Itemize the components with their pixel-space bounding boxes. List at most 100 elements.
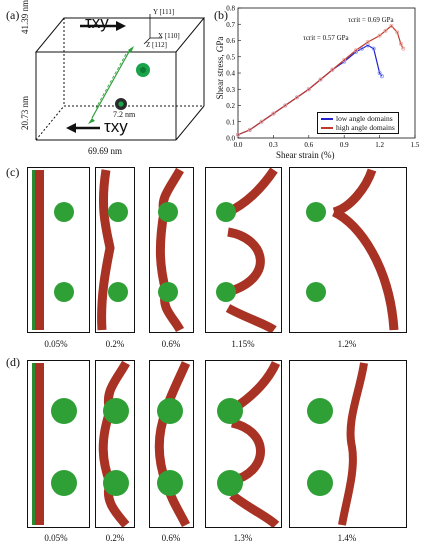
dislocation-line: [91, 49, 131, 119]
snapshot-c-2: [95, 167, 135, 333]
precipitate-bottom: [306, 282, 326, 302]
precipitate-top: [307, 398, 333, 424]
simulation-box-diagram: [34, 14, 206, 141]
data-point-low: [359, 46, 364, 51]
precipitate-top: [51, 398, 77, 424]
dislocation-bowed: [98, 360, 130, 528]
x-axis-label: X [110]: [158, 32, 180, 40]
snapshot-c-1: [27, 167, 90, 333]
dislocation-edge: [32, 170, 35, 330]
annotation-high: τcrit = 0.69 GPa: [348, 16, 394, 24]
strain-label-d-5: 1.4%: [337, 533, 357, 543]
snapshot-d-3: [149, 360, 194, 528]
data-point-high: [354, 48, 358, 53]
tau-bottom-arrowhead: [66, 123, 76, 133]
dislocation-arc-lower: [331, 207, 399, 331]
snapshot-d-5: [289, 360, 407, 528]
precipitate-top: [54, 202, 74, 222]
precipitate-top: [216, 202, 236, 222]
y-tick-label: 0.1: [226, 118, 235, 126]
strain-label-c-4: 1.15%: [231, 339, 255, 349]
precipitate-top: [157, 398, 183, 424]
tau-top-arrowhead: [116, 21, 126, 31]
data-point-high: [318, 77, 323, 82]
dislocation-arrowhead-bottom: [88, 118, 95, 124]
panel-c-label: (c): [6, 165, 20, 179]
y-tick-label: 0.0: [226, 135, 235, 143]
precipitate-back-core: [140, 67, 146, 73]
precipitate-bottom: [103, 470, 129, 496]
data-point-high: [306, 87, 311, 92]
dislocation-wavy: [338, 362, 368, 526]
dislocation-bowed: [154, 361, 191, 528]
data-point-high: [236, 132, 240, 137]
data-point-high: [398, 41, 403, 46]
chart-legend: low angle domains high angle domains: [317, 112, 399, 134]
dislocation-arc-bottom: [229, 491, 280, 529]
strain-label-c-5: 1.2%: [337, 339, 357, 349]
data-point-low: [380, 74, 384, 79]
tau-bottom-label: τxy: [104, 117, 128, 136]
dislocation-arc-middle: [226, 227, 265, 297]
precipitate-bottom: [108, 282, 128, 302]
dislocation-arc-bottom: [225, 304, 277, 334]
data-point-high: [330, 67, 335, 72]
strain-label-c-2: 0.2%: [105, 339, 125, 349]
panel-a-label: (a): [6, 8, 20, 22]
snapshot-c-3: [149, 167, 194, 333]
data-point-high: [283, 103, 288, 108]
y-tick-label: 0.8: [226, 5, 235, 13]
data-point-low: [377, 71, 382, 75]
y-axis-label: Y [111]: [153, 8, 175, 16]
diameter-label: 7.2 nm: [113, 110, 136, 119]
depth-label: 41.39 nm: [20, 0, 30, 34]
snapshot-d-4: [205, 360, 282, 529]
width-label: 69.69 nm: [88, 146, 123, 156]
precipitate-bottom: [307, 470, 333, 496]
precipitate-top: [158, 202, 178, 222]
data-point-high: [401, 46, 406, 51]
x-tick-label: 1.2: [375, 141, 384, 149]
height-label: 20.73 nm: [20, 95, 30, 130]
dislocation-bowed: [155, 167, 185, 333]
y-tick-label: 0.2: [226, 102, 235, 110]
dislocation-bowed: [97, 169, 115, 331]
strain-label-c-1: 0.05%: [44, 339, 68, 349]
precipitate-bottom: [216, 282, 236, 302]
data-point-high: [295, 95, 299, 100]
data-point-high: [395, 30, 400, 35]
y-tick-label: 0.6: [226, 37, 235, 45]
x-tick-label: 0.6: [304, 141, 313, 149]
precipitate-bottom: [157, 470, 183, 496]
z-axis-label: Z [112]: [146, 41, 167, 49]
tau-top-label: τxy: [85, 13, 109, 32]
x-tick-label: 1.5: [411, 141, 420, 149]
precipitate-bottom: [51, 470, 77, 496]
dislocation-arc-top: [226, 167, 278, 217]
data-point-low: [371, 46, 376, 51]
data-point-high: [383, 28, 388, 33]
precipitate-top: [217, 398, 243, 424]
data-point-high: [342, 58, 347, 62]
data-point-high: [377, 33, 382, 38]
precipitate-front-core: [118, 101, 124, 107]
box-bottom-right-edge: [175, 105, 205, 141]
data-point-high: [365, 40, 370, 45]
precipitate-bottom: [217, 470, 243, 496]
data-point-high: [247, 127, 252, 132]
legend-swatch-high: [321, 127, 333, 130]
strain-label-d-1: 0.05%: [44, 533, 68, 543]
legend-label-high: high angle domains: [336, 123, 395, 132]
annotation-low: τcrit = 0.57 GPa: [303, 34, 349, 42]
strain-label-c-3: 0.6%: [161, 339, 181, 349]
precipitate-top: [108, 202, 128, 222]
precipitate-top: [306, 202, 326, 222]
dislocation-arrowhead-top: [128, 46, 134, 53]
precipitate-top: [103, 398, 129, 424]
legend-label-low: low angle domains: [336, 114, 393, 123]
z-axis-line: [143, 37, 151, 45]
data-point-high: [259, 119, 264, 124]
x-tick-label: 0.3: [269, 141, 278, 149]
precipitate-bottom: [54, 282, 74, 302]
data-point-high: [271, 111, 276, 116]
